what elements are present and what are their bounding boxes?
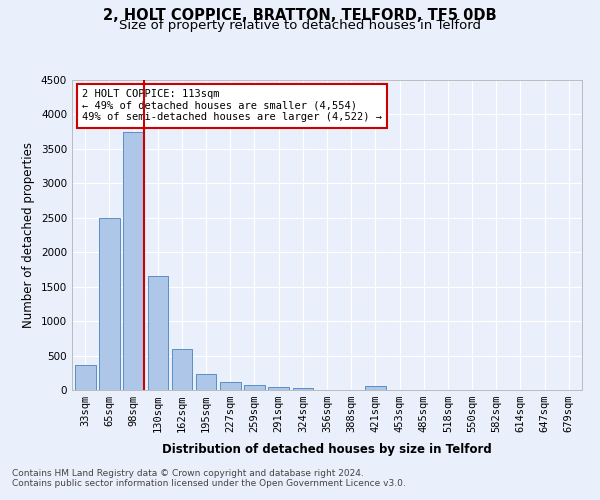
Bar <box>99 218 120 390</box>
Text: Size of property relative to detached houses in Telford: Size of property relative to detached ho… <box>119 19 481 32</box>
Bar <box>75 364 95 390</box>
Bar <box>124 132 144 390</box>
Text: 2 HOLT COPPICE: 113sqm
← 49% of detached houses are smaller (4,554)
49% of semi-: 2 HOLT COPPICE: 113sqm ← 49% of detached… <box>82 90 382 122</box>
Bar <box>244 385 265 390</box>
Y-axis label: Number of detached properties: Number of detached properties <box>22 142 35 328</box>
Text: Contains public sector information licensed under the Open Government Licence v3: Contains public sector information licen… <box>12 479 406 488</box>
Bar <box>220 382 241 390</box>
Bar <box>268 387 289 390</box>
Bar <box>148 276 168 390</box>
Text: 2, HOLT COPPICE, BRATTON, TELFORD, TF5 0DB: 2, HOLT COPPICE, BRATTON, TELFORD, TF5 0… <box>103 8 497 22</box>
Bar <box>365 386 386 390</box>
Text: Contains HM Land Registry data © Crown copyright and database right 2024.: Contains HM Land Registry data © Crown c… <box>12 469 364 478</box>
Bar <box>196 374 217 390</box>
Bar <box>172 350 192 390</box>
Bar <box>293 388 313 390</box>
Text: Distribution of detached houses by size in Telford: Distribution of detached houses by size … <box>162 442 492 456</box>
